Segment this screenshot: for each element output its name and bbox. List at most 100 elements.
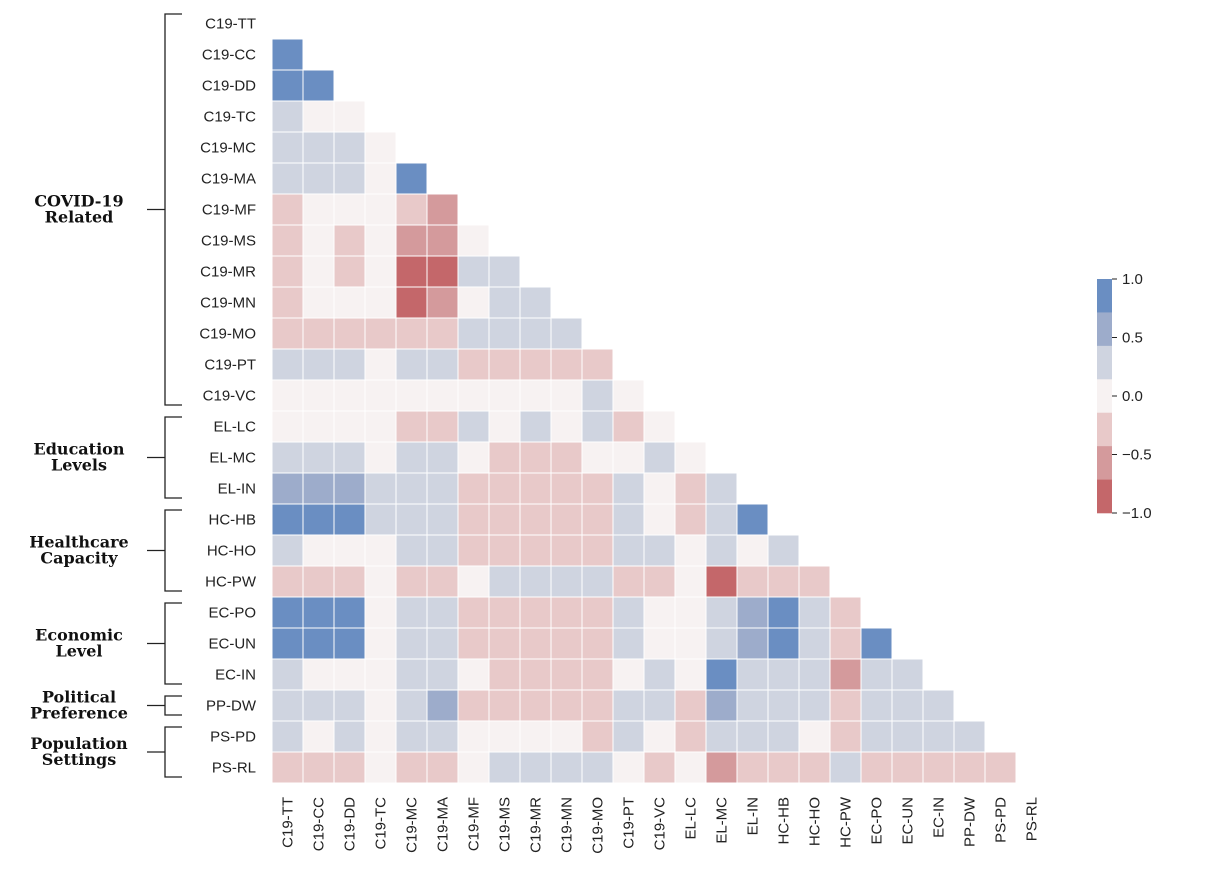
row-labels: C19-TT C19-CC C19-DD C19-TC C19-MC C19-MA C19-… bbox=[199, 16, 257, 777]
heatmap-cell-C19-MC-C19-CC bbox=[302, 131, 335, 164]
column-label: PS-PD bbox=[993, 797, 1010, 843]
row-label: C19-MN bbox=[200, 295, 256, 312]
heatmap-cell-HC-PW-EL-LC bbox=[674, 565, 707, 598]
group-label: Education Levels bbox=[34, 440, 125, 475]
heatmap-cell-C19-VC-C19-MS bbox=[488, 379, 521, 412]
heatmap-cell-PP-DW-C19-MA bbox=[426, 689, 459, 722]
heatmap-cell-EL-IN-C19-MC bbox=[395, 472, 428, 505]
column-label: C19-CC bbox=[311, 797, 328, 851]
row-label: C19-MF bbox=[202, 202, 256, 219]
heatmap-cell-PS-PD-C19-MA bbox=[426, 720, 459, 753]
column-label: EC-IN bbox=[931, 797, 948, 838]
heatmap-cell-PS-PD-C19-CC bbox=[302, 720, 335, 753]
column-label: EC-UN bbox=[900, 797, 917, 845]
heatmap-cell-C19-MR-C19-CC bbox=[302, 255, 335, 288]
heatmap-cell-PP-DW-EC-UN bbox=[891, 689, 924, 722]
heatmap-cell-EL-IN-C19-PT bbox=[612, 472, 645, 505]
heatmap-cell-EL-LC-C19-TT bbox=[271, 410, 304, 443]
heatmap-cell-EL-LC-C19-MR bbox=[519, 410, 552, 443]
row-label: HC-HB bbox=[209, 512, 257, 529]
heatmap-cell-PP-DW-C19-VC bbox=[643, 689, 676, 722]
heatmap-cell-EC-UN-C19-MF bbox=[457, 627, 490, 660]
heatmap-cell-EC-PO-C19-TT bbox=[271, 596, 304, 629]
heatmap-cell-EC-IN-C19-DD bbox=[333, 658, 366, 691]
heatmap-cell-EC-PO-HC-PW bbox=[829, 596, 862, 629]
group-bracket bbox=[147, 602, 182, 685]
column-label: EL-LC bbox=[683, 797, 700, 840]
heatmap-cell-PS-RL-C19-MO bbox=[581, 751, 614, 784]
heatmap-cell-EL-LC-C19-PT bbox=[612, 410, 645, 443]
group-label: Political Preference bbox=[30, 688, 128, 723]
heatmap-cell-EC-IN-EC-PO bbox=[860, 658, 893, 691]
heatmap-cell-PP-DW-HC-HB bbox=[767, 689, 800, 722]
variable-groups: COVID-19 Related Education Levels Healthcare… bbox=[29, 13, 182, 778]
heatmap-cell-C19-VC-C19-PT bbox=[612, 379, 645, 412]
heatmap-cell-HC-PW-C19-PT bbox=[612, 565, 645, 598]
heatmap-cell-C19-MF-C19-TT bbox=[271, 193, 304, 226]
heatmap-cell-EL-LC-C19-MA bbox=[426, 410, 459, 443]
colorbar-segment bbox=[1097, 446, 1112, 480]
heatmap-cell-HC-HB-C19-VC bbox=[643, 503, 676, 536]
heatmap-cell-PP-DW-C19-TC bbox=[364, 689, 397, 722]
heatmap-cell-C19-MA-C19-CC bbox=[302, 162, 335, 195]
row-label: C19-CC bbox=[202, 47, 256, 64]
heatmap-cells bbox=[271, 38, 1017, 784]
heatmap-cell-EC-PO-C19-MA bbox=[426, 596, 459, 629]
heatmap-cell-HC-HO-C19-MR bbox=[519, 534, 552, 567]
heatmap-cell-EC-IN-HC-HO bbox=[798, 658, 831, 691]
heatmap-cell-PP-DW-C19-DD bbox=[333, 689, 366, 722]
heatmap-cell-PP-DW-EC-PO bbox=[860, 689, 893, 722]
heatmap-cell-EC-PO-C19-MS bbox=[488, 596, 521, 629]
heatmap-cell-C19-MF-C19-MA bbox=[426, 193, 459, 226]
row-label: PP-DW bbox=[206, 698, 257, 715]
colorbar-tick-label: −1.0 bbox=[1122, 505, 1152, 522]
row-label: EC-IN bbox=[215, 667, 256, 684]
colorbar-segment bbox=[1097, 279, 1112, 313]
heatmap-cell-HC-PW-C19-VC bbox=[643, 565, 676, 598]
heatmap-cell-C19-MF-C19-MC bbox=[395, 193, 428, 226]
heatmap-cell-EC-UN-C19-TT bbox=[271, 627, 304, 660]
heatmap-cell-EC-IN-C19-MF bbox=[457, 658, 490, 691]
heatmap-cell-HC-HO-C19-PT bbox=[612, 534, 645, 567]
heatmap-cell-HC-HO-HC-HB bbox=[767, 534, 800, 567]
heatmap-cell-EL-IN-C19-MN bbox=[550, 472, 583, 505]
heatmap-cell-HC-PW-EL-IN bbox=[736, 565, 769, 598]
row-label: C19-VC bbox=[203, 388, 257, 405]
group-bracket bbox=[147, 695, 182, 716]
heatmap-cell-HC-PW-C19-DD bbox=[333, 565, 366, 598]
heatmap-cell-C19-MS-C19-TC bbox=[364, 224, 397, 257]
heatmap-cell-HC-HO-C19-MS bbox=[488, 534, 521, 567]
row-label: EL-LC bbox=[213, 419, 256, 436]
column-label: C19-TC bbox=[373, 797, 390, 850]
heatmap-cell-C19-DD-C19-CC bbox=[302, 69, 335, 102]
heatmap-cell-PS-RL-C19-VC bbox=[643, 751, 676, 784]
heatmap-cell-C19-PT-C19-MF bbox=[457, 348, 490, 381]
heatmap-cell-PS-PD-C19-VC bbox=[643, 720, 676, 753]
heatmap-cell-EL-MC-C19-MR bbox=[519, 441, 552, 474]
heatmap-cell-EL-MC-C19-MO bbox=[581, 441, 614, 474]
heatmap-cell-EC-UN-C19-TC bbox=[364, 627, 397, 660]
heatmap-cell-PP-DW-HC-HO bbox=[798, 689, 831, 722]
column-label: C19-MR bbox=[528, 797, 545, 853]
heatmap-cell-EC-PO-C19-MO bbox=[581, 596, 614, 629]
heatmap-cell-EL-IN-C19-MS bbox=[488, 472, 521, 505]
row-label: PS-RL bbox=[212, 760, 256, 777]
heatmap-cell-EL-IN-C19-TC bbox=[364, 472, 397, 505]
heatmap-cell-C19-MN-C19-TC bbox=[364, 286, 397, 319]
heatmap-cell-PS-RL-C19-TT bbox=[271, 751, 304, 784]
heatmap-cell-C19-PT-C19-CC bbox=[302, 348, 335, 381]
row-label: C19-PT bbox=[204, 357, 256, 374]
heatmap-cell-C19-MN-C19-MF bbox=[457, 286, 490, 319]
heatmap-cell-PS-RL-EL-IN bbox=[736, 751, 769, 784]
heatmap-cell-PS-RL-C19-MA bbox=[426, 751, 459, 784]
heatmap-cell-C19-PT-C19-MA bbox=[426, 348, 459, 381]
heatmap-cell-HC-HO-C19-MF bbox=[457, 534, 490, 567]
heatmap-cell-PP-DW-C19-MS bbox=[488, 689, 521, 722]
heatmap-cell-PS-RL-HC-PW bbox=[829, 751, 862, 784]
heatmap-cell-EC-PO-EL-IN bbox=[736, 596, 769, 629]
column-label: C19-MS bbox=[497, 797, 514, 852]
heatmap-cell-C19-MF-C19-DD bbox=[333, 193, 366, 226]
heatmap-cell-PS-RL-EC-IN bbox=[922, 751, 955, 784]
heatmap-cell-C19-VC-C19-MR bbox=[519, 379, 552, 412]
heatmap-cell-C19-MN-C19-MR bbox=[519, 286, 552, 319]
